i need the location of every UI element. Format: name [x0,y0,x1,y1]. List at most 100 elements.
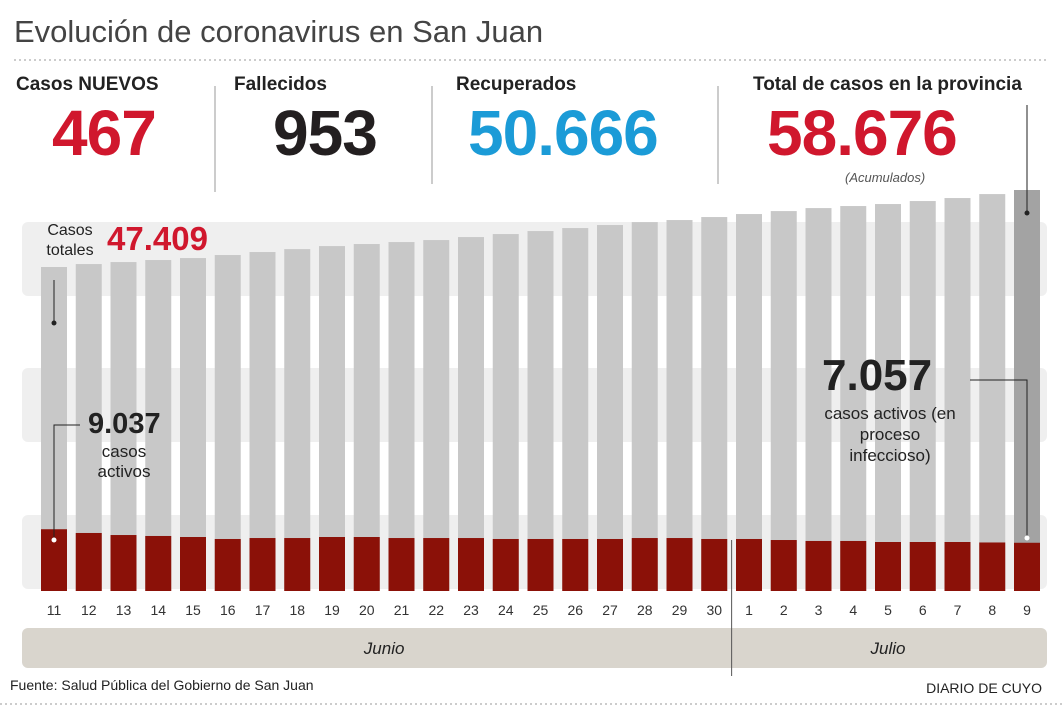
stat-value: 50.666 [468,97,659,169]
bar-total [944,198,971,592]
bar-active [110,535,137,591]
bar-active [353,537,380,591]
bar-total [840,206,867,591]
stat-value: 467 [52,97,157,169]
x-tick-label: 23 [463,602,479,618]
bar-active [944,541,971,591]
bar-total [666,220,693,591]
bar-active [249,538,276,591]
month-label: Junio [363,639,405,658]
x-tick-label: 25 [533,602,549,618]
bar-total [388,242,415,591]
bar-total [145,260,172,591]
bar-total [979,194,1006,591]
x-tick-label: 19 [324,602,340,618]
bar-total [770,211,797,591]
bar-active [666,538,693,591]
credit: DIARIO DE CUYO [926,680,1042,696]
connector [970,379,1028,538]
bar-total [631,222,658,591]
x-tick-label: 8 [988,602,996,618]
bar-active [284,538,311,591]
x-tick-label: 20 [359,602,375,618]
x-tick-label: 18 [289,602,305,618]
connector-dot [1024,210,1030,216]
connector-dot [51,320,57,326]
x-tick-label: 5 [884,602,892,618]
x-tick-label: 14 [150,602,166,618]
bar-total [736,214,762,591]
bar-total [284,249,311,591]
x-tick-label: 16 [220,602,236,618]
bar-active [492,538,519,591]
x-tick-label: 28 [637,602,653,618]
bar-active [180,537,206,591]
connector [53,424,80,540]
connector-dot [1024,535,1030,541]
x-tick-label: 30 [706,602,722,618]
bar-active [770,540,797,591]
x-tick-label: 11 [47,602,62,618]
bar-active [840,540,867,591]
x-tick-label: 13 [116,602,132,618]
bar-active [701,538,728,591]
x-tick-label: 26 [567,602,583,618]
bar-active [388,538,415,591]
bar-active [805,540,832,591]
x-tick-label: 15 [185,602,201,618]
bar-total [458,237,484,592]
x-tick-label: 22 [428,602,444,618]
title: Evolución de coronavirus en San Juan [14,14,544,49]
stat-note: (Acumulados) [845,170,926,185]
bar-total [180,258,206,591]
x-tick-label: 2 [780,602,788,618]
x-tick-label: 17 [255,602,271,618]
bar-total [492,234,519,592]
x-tick-label: 3 [815,602,823,618]
value-label: 47.409 [107,220,208,257]
x-tick-label: 1 [745,602,753,618]
stat-label: Casos NUEVOS [16,74,159,95]
x-tick-label: 24 [498,602,514,618]
bar-active [562,538,589,591]
stat-value: 953 [273,97,378,169]
bar-total [701,217,728,591]
bar-active [214,538,241,591]
bar-total [214,255,241,591]
bar-active [458,538,484,591]
x-tick-label: 6 [919,602,927,618]
x-tick-label: 27 [602,602,618,618]
bar-active [597,538,623,591]
bar-total [319,246,345,592]
bar-active [979,542,1006,591]
x-tick-label: 7 [954,602,962,618]
bar-active [909,541,936,591]
bar-active [1014,542,1040,591]
x-tick-label: 4 [849,602,857,618]
bar-active [875,541,901,591]
x-tick-label: 21 [394,602,410,618]
value-label: 7.057 [822,351,933,400]
series-label: Casos totales [46,222,94,259]
bar-active [145,535,172,591]
bar-active [75,532,102,591]
bar-active [631,538,658,591]
stat-label: Total de casos en la provincia [753,74,1022,95]
x-tick-label: 12 [81,602,97,618]
bar-active [319,537,345,591]
bar-total [562,228,589,591]
x-tick-label: 29 [672,602,688,618]
bar-active [736,538,762,591]
x-tick-label: 9 [1023,602,1031,618]
value-label: 9.037 [88,408,161,440]
stat-label: Fallecidos [234,74,327,95]
stat-value: 58.676 [767,97,958,169]
bar-total [527,231,554,591]
series-label: casos activos [97,442,151,481]
source: Fuente: Salud Pública del Gobierno de Sa… [10,677,314,693]
stat-label: Recuperados [456,74,577,95]
bar-total [805,208,832,591]
bar-total [909,201,936,591]
